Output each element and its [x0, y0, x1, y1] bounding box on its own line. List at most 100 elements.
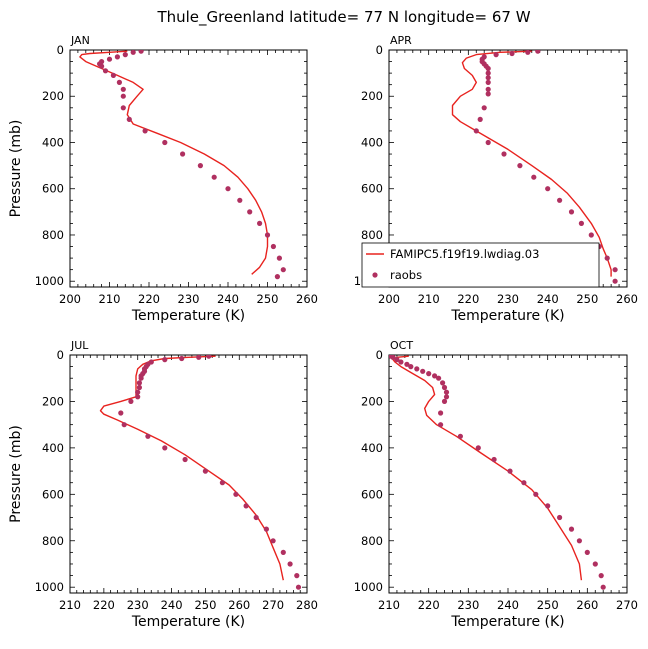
- raobs-point: [294, 573, 300, 579]
- raobs-point: [420, 368, 426, 374]
- x-tick-label: 200: [59, 292, 81, 306]
- raobs-point: [390, 355, 396, 360]
- y-tick-label: 600: [361, 182, 383, 196]
- x-tick-label: 230: [497, 292, 519, 306]
- raobs-point: [135, 389, 141, 395]
- y-tick-label: 0: [376, 43, 383, 57]
- y-tick-label: 1000: [35, 580, 64, 594]
- model-profile-line: [99, 355, 284, 581]
- raobs-point: [438, 422, 444, 428]
- raobs-point: [206, 355, 212, 359]
- raobs-point: [485, 139, 491, 146]
- raobs-point: [485, 79, 491, 85]
- x-tick-label: 230: [178, 292, 200, 306]
- x-tick-label: 250: [194, 598, 216, 612]
- raobs-point: [612, 278, 618, 284]
- x-tick-label: 260: [616, 292, 638, 306]
- raobs-point: [162, 139, 168, 146]
- raobs-point: [142, 128, 148, 134]
- y-tick-label: 600: [361, 487, 383, 501]
- raobs-point: [440, 380, 446, 386]
- x-tick-label: 240: [217, 292, 239, 306]
- x-tick-label: 220: [418, 598, 440, 612]
- panel-oct: 210 220 230 240 250 260 270 0 200 400 600 800 1000 Te…: [354, 339, 638, 630]
- raobs-point: [276, 255, 282, 261]
- raobs-point: [521, 480, 527, 486]
- plot-area: [451, 50, 618, 284]
- raobs-point: [525, 50, 531, 55]
- x-tick-label: 220: [93, 598, 115, 612]
- raobs-point: [197, 163, 203, 169]
- raobs-point: [568, 526, 575, 532]
- legend-obs-label: raobs: [390, 268, 422, 282]
- y-tick-label: 400: [361, 135, 383, 149]
- raobs-point: [126, 116, 132, 122]
- y-tick-label: 0: [57, 43, 64, 57]
- panel-apr: 20021022023024025026002004006008001000Te…: [354, 34, 638, 324]
- raobs-point: [557, 197, 563, 203]
- raobs-point: [475, 445, 481, 451]
- y-tick-label: 600: [42, 487, 64, 501]
- y-tick-label: 400: [42, 135, 64, 149]
- y-tick-label: 200: [361, 89, 383, 103]
- x-tick-label: 240: [497, 598, 519, 612]
- x-axis-label: Temperature (K): [131, 614, 245, 630]
- raobs-point: [457, 433, 463, 439]
- x-tick-label: 230: [127, 598, 149, 612]
- raobs-point: [233, 491, 239, 497]
- plot-frame: [388, 354, 628, 594]
- x-tick-label: 230: [457, 598, 479, 612]
- raobs-point: [110, 72, 116, 78]
- raobs-point: [485, 65, 491, 72]
- legend-model-label: FAMIPC5.f19f19.lwdiag.03: [390, 247, 539, 261]
- plot-frame: [69, 49, 308, 288]
- raobs-point: [162, 445, 168, 451]
- raobs-point: [136, 384, 142, 391]
- y-tick-label: 1000: [35, 274, 64, 288]
- raobs-point: [507, 468, 513, 474]
- x-tick-label: 250: [257, 292, 279, 306]
- y-tick-label: 200: [42, 394, 64, 408]
- raobs-point: [270, 538, 276, 544]
- raobs-point: [196, 355, 202, 360]
- raobs-point: [120, 105, 126, 111]
- x-tick-label: 250: [576, 292, 598, 306]
- raobs-point: [211, 174, 217, 180]
- x-tick-label: 210: [59, 598, 81, 612]
- raobs-point: [145, 433, 151, 439]
- raobs-point: [130, 50, 136, 55]
- raobs-point: [219, 480, 225, 486]
- y-tick-label: 200: [42, 89, 64, 103]
- raobs-point: [598, 573, 604, 579]
- legend: FAMIPC5.f19f19.lwdiag.03 raobs: [361, 242, 600, 288]
- y-tick-label: 1000: [354, 580, 383, 594]
- raobs-point: [295, 584, 302, 590]
- raobs-point: [138, 50, 144, 54]
- panel-label: JAN: [70, 34, 90, 47]
- panel-jul: 210 220 230 240 250 260 270 280 0 200 400 600 800 100…: [8, 339, 318, 630]
- x-tick-label: 220: [138, 292, 160, 306]
- raobs-point: [138, 375, 144, 381]
- raobs-point: [280, 267, 286, 273]
- raobs-point: [612, 267, 618, 273]
- raobs-point: [501, 151, 507, 157]
- raobs-point: [600, 584, 606, 590]
- raobs-point: [592, 561, 598, 567]
- y-tick-label: 0: [376, 348, 383, 362]
- y-tick-label: 800: [361, 228, 383, 242]
- panel-jan: 200 210 220 230 240 250 260 0 200 400 600 800 1000 Te…: [8, 34, 318, 324]
- x-tick-label: 260: [296, 292, 318, 306]
- model-profile-line: [392, 355, 583, 581]
- plot-area: [99, 355, 302, 590]
- panel-label: JUL: [70, 339, 89, 352]
- x-axis-label: Temperature (K): [450, 614, 564, 630]
- plot-area: [389, 355, 606, 590]
- raobs-point: [102, 68, 109, 74]
- model-profile-line: [79, 50, 269, 275]
- panel-label: APR: [390, 34, 412, 47]
- raobs-point: [408, 364, 414, 370]
- legend-obs-swatch: [372, 272, 378, 278]
- raobs-point: [535, 50, 541, 54]
- y-tick-label: 400: [42, 441, 64, 455]
- raobs-point: [122, 52, 128, 58]
